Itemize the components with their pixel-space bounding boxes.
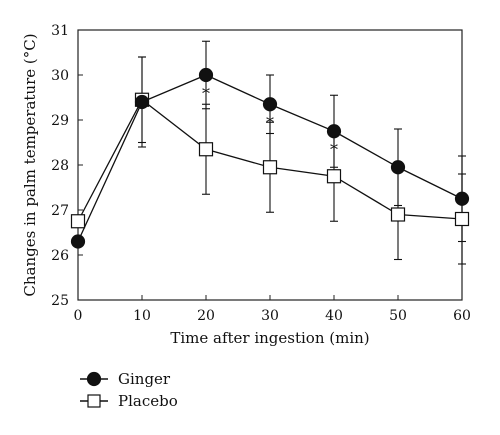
placebo-point <box>262 160 278 175</box>
y-tick-label: 26 <box>51 248 69 264</box>
x-axis-ticks: 0 10 20 30 40 50 60 <box>74 295 471 324</box>
y-tick-label: 28 <box>51 158 69 174</box>
y-tick-label: 27 <box>51 203 69 219</box>
y-tick-label: 29 <box>51 113 69 129</box>
ginger-point <box>390 160 406 175</box>
placebo-point <box>390 207 406 222</box>
ginger-point <box>198 67 214 83</box>
legend-placebo-marker <box>87 394 101 408</box>
ginger-point <box>326 124 342 139</box>
series-layer <box>70 40 470 265</box>
x-tick-label: 40 <box>325 308 343 324</box>
x-tick-label: 10 <box>133 308 151 324</box>
placebo-point <box>198 142 214 157</box>
significance-asterisk: * <box>266 113 274 132</box>
y-tick-label: 31 <box>51 23 69 39</box>
ginger-point <box>70 234 86 249</box>
x-tick-label: 30 <box>261 308 279 324</box>
y-tick-label: 30 <box>51 68 69 84</box>
annotation-layer: * * * <box>202 84 338 159</box>
x-axis-title: Time after ingestion (min) <box>170 329 369 347</box>
legend-ginger-marker <box>86 371 102 387</box>
x-tick-label: 50 <box>389 308 407 324</box>
x-tick-label: 20 <box>197 308 215 324</box>
y-tick-label: 25 <box>51 293 69 309</box>
placebo-point <box>326 169 342 184</box>
ginger-point <box>134 94 150 110</box>
legend-ginger-label: Ginger <box>118 370 171 388</box>
legend: Ginger Placebo <box>80 370 178 410</box>
y-axis-title: Changes in palm temperature (°C) <box>21 33 39 296</box>
y-axis-ticks: 25 26 27 28 29 30 31 <box>51 23 83 309</box>
significance-asterisk: * <box>330 140 338 159</box>
x-tick-label: 60 <box>453 308 471 324</box>
x-tick-label: 0 <box>74 308 83 324</box>
placebo-point <box>454 211 470 227</box>
ginger-point <box>454 191 470 206</box>
legend-placebo-label: Placebo <box>118 392 178 410</box>
placebo-point <box>70 214 86 229</box>
ginger-point <box>262 97 278 112</box>
significance-asterisk: * <box>202 84 210 103</box>
